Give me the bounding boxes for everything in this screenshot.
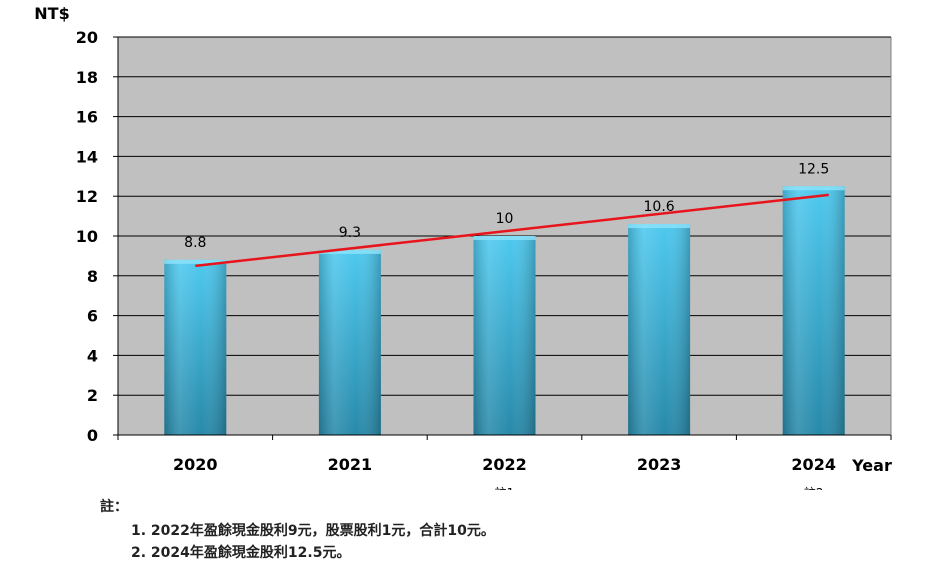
category-note-2022: 註1 <box>495 486 515 490</box>
bar-shade-2022 <box>473 236 536 435</box>
x-tick-label-2022: 2022 <box>482 455 527 474</box>
bar-shade-2020 <box>164 259 227 435</box>
axes <box>113 36 892 440</box>
value-label-2022: 10 <box>496 211 514 227</box>
value-label-2024: 12.5 <box>798 161 829 177</box>
bar-top-2022 <box>473 236 536 240</box>
bar-top-2021 <box>318 249 381 254</box>
value-label-2021: 9.3 <box>339 225 361 241</box>
bar-top-2020 <box>164 259 227 264</box>
bar-top-2023 <box>628 224 691 229</box>
bar-chart: 0 2 4 6 8 10 12 14 16 18 20 8.8 2020 9.3 2021 10 2022 註1 1… <box>34 4 892 490</box>
value-label-2020: 8.8 <box>184 235 206 251</box>
bar-shade-2021 <box>318 249 381 435</box>
bar-shade-2024 <box>782 186 845 435</box>
y-unit-label: NT$ <box>34 4 69 23</box>
note-item-1: 1. 2022年盈餘現金股利9元，股票股利1元，合計10元。 <box>131 523 495 539</box>
labels: 0 2 4 6 8 10 12 14 16 18 20 8.8 2020 9.3 2021 10 2022 註1 1… <box>34 4 892 490</box>
trendline-line <box>195 193 829 268</box>
y-tick-label-8: 8 <box>87 267 98 286</box>
footnotes: 註： 1. 2022年盈餘現金股利9元，股票股利1元，合計10元。 2. 202… <box>100 496 495 564</box>
category-note-2024: 註2 <box>804 486 824 490</box>
bar-shade-2023 <box>628 224 691 435</box>
y-tick-label-6: 6 <box>87 307 98 326</box>
x-tick-label-2023: 2023 <box>637 455 682 474</box>
y-tick-label-2: 2 <box>87 386 98 405</box>
trendline <box>195 193 829 268</box>
y-tick-label-4: 4 <box>87 346 98 365</box>
x-tick-label-2020: 2020 <box>173 455 218 474</box>
value-label-2023: 10.6 <box>644 199 675 215</box>
notes-title: 註： <box>100 499 128 515</box>
x-tick-label-2021: 2021 <box>328 455 373 474</box>
note-item-2: 2. 2024年盈餘現金股利12.5元。 <box>131 545 351 561</box>
bar-top-2024 <box>782 186 845 191</box>
x-tick-label-2024: 2024 <box>791 455 836 474</box>
y-tick-label-20: 20 <box>76 28 98 47</box>
y-tick-label-12: 12 <box>76 187 98 206</box>
y-tick-label-14: 14 <box>76 147 98 166</box>
bars <box>164 186 845 435</box>
y-tick-label-16: 16 <box>76 108 98 127</box>
x-axis-label: Year <box>851 456 892 475</box>
y-tick-label-18: 18 <box>76 68 98 87</box>
y-tick-label-0: 0 <box>87 426 98 445</box>
y-tick-label-10: 10 <box>76 227 98 246</box>
